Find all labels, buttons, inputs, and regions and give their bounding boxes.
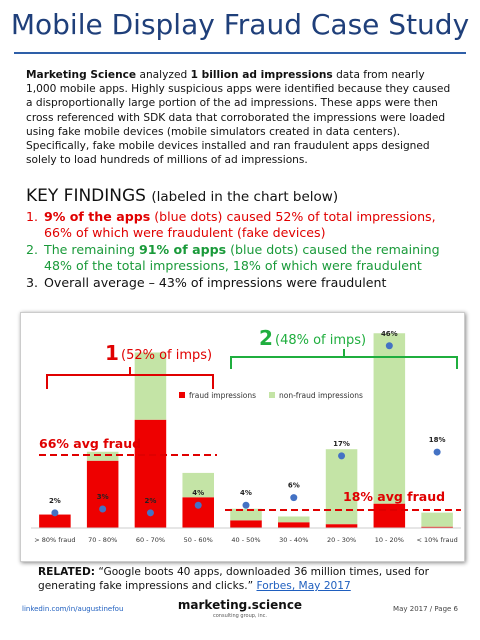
finding-text: The remaining 91% of apps (blue dots) ca… (44, 242, 466, 274)
heading: KEY FINDINGS (26, 186, 146, 206)
bar-segment (230, 520, 262, 528)
bar-segment (182, 472, 214, 498)
bar-segment (134, 352, 167, 420)
group1-number: 1 (105, 341, 119, 365)
finding-segment: 9% of the apps (44, 209, 151, 224)
key-findings: KEY FINDINGS (labeled in the chart below… (26, 186, 466, 292)
group2-bracket (230, 349, 458, 369)
legend-label: fraud impressions (189, 391, 256, 400)
finding-text: Overall average – 43% of impressions wer… (44, 275, 386, 291)
intro-segment: data from nearly 1,000 mobile apps. High… (26, 69, 451, 167)
chart: > 80% fraud 70 - 80% 60 - 70% 50 - 60% 40 - … (20, 312, 465, 562)
finding-text: 9% of the apps (blue dots) caused 52% of… (44, 209, 466, 241)
finding-number: 1. (26, 209, 39, 224)
finding: 1. 9% of the apps (blue dots) caused 52% … (26, 209, 466, 241)
bar-segment (421, 512, 453, 527)
bar-segment (86, 460, 119, 528)
bar-segment (86, 451, 119, 461)
x-tick-label: 70 - 80% (88, 536, 117, 544)
bar-segment (278, 522, 310, 528)
footer-page: May 2017 / Page 6 (393, 605, 458, 613)
x-tick-label: 30 - 40% (279, 536, 308, 544)
group2-number: 2 (259, 326, 273, 350)
title-rule (14, 52, 466, 54)
title: Mobile Display Fraud Case Study (10, 8, 470, 41)
finding-segment: 91% of apps (139, 242, 227, 257)
app-share-dot (146, 509, 154, 517)
x-tick-label: 20 - 30% (327, 536, 356, 544)
related: RELATED: “Google boots 40 apps, download… (38, 565, 458, 593)
dot-label: 4% (240, 489, 252, 497)
x-tick-label: 50 - 60% (184, 536, 213, 544)
app-share-dot (338, 452, 346, 460)
dot-label: 2% (144, 497, 156, 505)
intro-segment: 1 billion ad impressions (190, 69, 333, 81)
bar-segment (373, 333, 406, 504)
dot-label: 3% (97, 493, 109, 501)
footer-link[interactable]: linkedin.com/in/augustinefou (22, 605, 124, 613)
key-findings-heading: KEY FINDINGS (labeled in the chart below… (26, 186, 466, 206)
app-share-dot (433, 448, 441, 456)
related-label: RELATED: (38, 566, 96, 578)
legend-swatch (269, 392, 275, 398)
app-share-dot (385, 342, 393, 350)
app-share-dot (99, 505, 107, 513)
intro-segment: analyzed (136, 69, 191, 81)
footer-brand-sub: consulting group, inc. (212, 613, 268, 619)
bar-segment (278, 516, 310, 523)
finding-number: 2. (26, 242, 39, 257)
x-tick-label: 60 - 70% (136, 536, 165, 544)
finding-segment: (blue dots) caused the remaining 48% of … (44, 242, 440, 273)
footer-brand: marketing.science (177, 598, 303, 612)
heading-note: (labeled in the chart below) (151, 189, 339, 205)
app-share-dot (242, 501, 250, 509)
related-text: “Google boots 40 apps, downloaded 36 mil… (38, 566, 429, 592)
group1-text: (52% of imps) (121, 348, 212, 363)
finding-number: 3. (26, 275, 39, 290)
group2-text: (48% of imps) (275, 333, 366, 348)
dot-label: 4% (192, 489, 204, 497)
bar-segment (373, 503, 406, 528)
finding: 3. Overall average – 43% of impressions w… (26, 275, 466, 291)
findings-list: 1. 9% of the apps (blue dots) caused 52% … (26, 209, 466, 291)
dot-label: 17% (333, 440, 350, 448)
bar-segment (325, 524, 358, 528)
legend-swatch (179, 392, 185, 398)
dot-label: 6% (288, 482, 300, 490)
app-share-dot (290, 494, 298, 502)
dot-label: 2% (49, 497, 61, 505)
bar-segment (421, 526, 453, 528)
bar-segment (230, 508, 262, 521)
finding: 2. The remaining 91% of apps (blue dots) … (26, 242, 466, 274)
group1-bracket (46, 367, 214, 389)
bar-segment (39, 514, 71, 528)
x-tick-label: 40 - 50% (231, 536, 260, 544)
intro-segment: Marketing Science (26, 69, 137, 81)
related-link[interactable]: Forbes, May 2017 (256, 580, 351, 592)
finding-segment: (blue dots) caused 52% of total impressi… (44, 209, 436, 240)
avg1-label: 66% avg fraud (39, 436, 141, 451)
avg2-label: 18% avg fraud (343, 489, 445, 504)
intro-paragraph: Marketing Science analyzed 1 billion ad … (26, 68, 458, 167)
x-tick-label: < 10% fraud (417, 536, 458, 544)
x-tick-label: 10 - 20% (375, 536, 404, 544)
finding-segment: The remaining (44, 242, 140, 257)
dot-label: 18% (429, 436, 446, 444)
x-tick-label: > 80% fraud (34, 536, 75, 544)
app-share-dot (194, 501, 202, 509)
bar-segment (325, 449, 358, 525)
dot-label: 46% (381, 330, 398, 338)
app-share-dot (51, 509, 59, 517)
finding-segment: Overall average – 43% of impressions wer… (44, 275, 387, 290)
legend-label: non-fraud impressions (279, 391, 363, 400)
